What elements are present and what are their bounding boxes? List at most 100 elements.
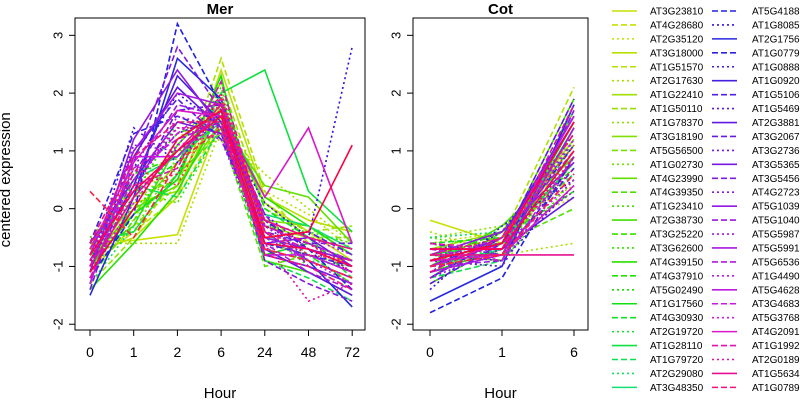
legend-label: AT5G5987 [752,230,800,241]
legend-label: AT3G2067 [752,132,800,143]
legend-label: AT3G48350 [650,383,704,394]
series-line [89,126,353,279]
legend-label: AT2G3881 [752,118,800,129]
series-line [429,150,575,262]
legend-label: AT1G28110 [650,341,703,352]
series-line [429,161,575,256]
legend-label: AT4G39150 [650,257,704,268]
legend-label: AT5G1040 [752,216,800,227]
series-line [89,108,353,267]
legend-label: AT3G5456 [752,174,800,185]
legend-label: AT4G37910 [650,271,704,282]
y-tick-label: 2 [50,89,65,96]
series-line [429,156,575,262]
y-axis-label: centered expression [0,112,14,247]
legend-label: AT3G4683 [752,299,800,310]
series-line [89,68,353,245]
series-line [429,185,575,262]
legend-label: AT1G0779 [752,48,800,59]
y-tick-label: 1 [50,147,65,154]
series-line [89,109,353,273]
legend-label: AT2G1756 [752,34,800,45]
legend-label: AT3G18000 [650,48,704,59]
legend-label: AT5G02490 [650,285,704,296]
series-line [89,120,353,279]
legend-label: AT4G2723 [752,188,800,199]
legend-label: AT2G19720 [650,327,704,338]
series-line [89,120,353,291]
legend-label: AT3G23810 [650,7,704,18]
legend-label: AT1G0888 [752,62,800,73]
legend-label: AT1G0789 [752,383,800,394]
panel-title: Mer [207,1,234,18]
legend-label: AT5G5991 [752,243,800,254]
y-tick-label: -2 [388,318,403,330]
series-line [89,103,353,267]
legend-label: AT1G5469 [752,104,800,115]
legend-label: AT5G3768 [752,313,800,324]
series-line [429,133,575,273]
x-tick-label: 1 [498,344,506,360]
legend-label: AT1G4490 [752,271,800,282]
panel-title: Cot [488,1,513,18]
plot-frame [412,17,589,331]
y-tick-label: 3 [50,32,65,39]
series-line [89,127,353,303]
legend-label: AT2G0189 [752,355,800,366]
y-tick-label: -2 [50,318,65,330]
y-tick-label: 0 [50,205,65,212]
legend-label: AT1G23410 [650,202,704,213]
legend-label: AT1G8085 [752,20,800,31]
legend-label: AT5G1039 [752,202,800,213]
legend-label: AT1G51570 [650,62,704,73]
x-tick-label: 48 [301,344,317,360]
x-tick-label: 1 [130,344,138,360]
y-tick-label: -1 [388,261,403,273]
legend-label: AT4G28680 [650,20,704,31]
series-line [89,115,353,256]
x-tick-label: 24 [257,344,273,360]
legend-label: AT2G17630 [650,76,704,87]
legend-label: AT5G4188 [752,7,800,18]
legend-label: AT1G5106 [752,90,800,101]
series-line [89,121,353,291]
legend-label: AT5G4628 [752,285,800,296]
y-tick-label: -1 [50,261,65,273]
y-tick-label: 0 [388,205,403,212]
series-line [429,121,575,262]
x-axis-label: Hour [204,385,237,400]
legend-label: AT3G62600 [650,243,704,254]
series-line [429,173,575,268]
series-line [429,179,575,291]
series-line [89,96,353,262]
legend: AT3G23810 AT4G28680 AT2G35120 AT3G18000 AT1G… [612,7,800,394]
legend-label: AT1G1992 [752,341,800,352]
series-line [89,97,353,250]
x-tick-label: 72 [344,344,360,360]
cot-panel: Cot -2 -1 0 1 2 3 0 1 6 Hour [388,1,589,400]
y-tick-label: 3 [388,32,403,39]
legend-label: AT2G29080 [650,369,704,380]
legend-label: AT3G18190 [650,132,704,143]
legend-label: AT1G17560 [650,299,704,310]
legend-label: AT2G38730 [650,216,704,227]
legend-label: AT1G50110 [650,104,703,115]
y-tick-label: 2 [388,89,403,96]
legend-label: AT1G22410 [650,90,704,101]
series-line [89,114,353,268]
legend-label: AT1G02730 [650,160,704,171]
y-tick-label: 1 [388,147,403,154]
legend-label: AT4G23990 [650,174,704,185]
x-tick-label: 6 [217,344,225,360]
series-line [89,91,353,273]
legend-label: AT5G56500 [650,146,704,157]
legend-label: AT3G2736 [752,146,800,157]
legend-label: AT1G0920 [752,76,800,87]
x-axis-label: Hour [484,385,517,400]
legend-label: AT4G2091 [752,327,800,338]
x-tick-label: 0 [426,344,434,360]
series-line [429,138,575,279]
legend-label: AT4G30930 [650,313,704,324]
x-tick-label: 6 [570,344,578,360]
